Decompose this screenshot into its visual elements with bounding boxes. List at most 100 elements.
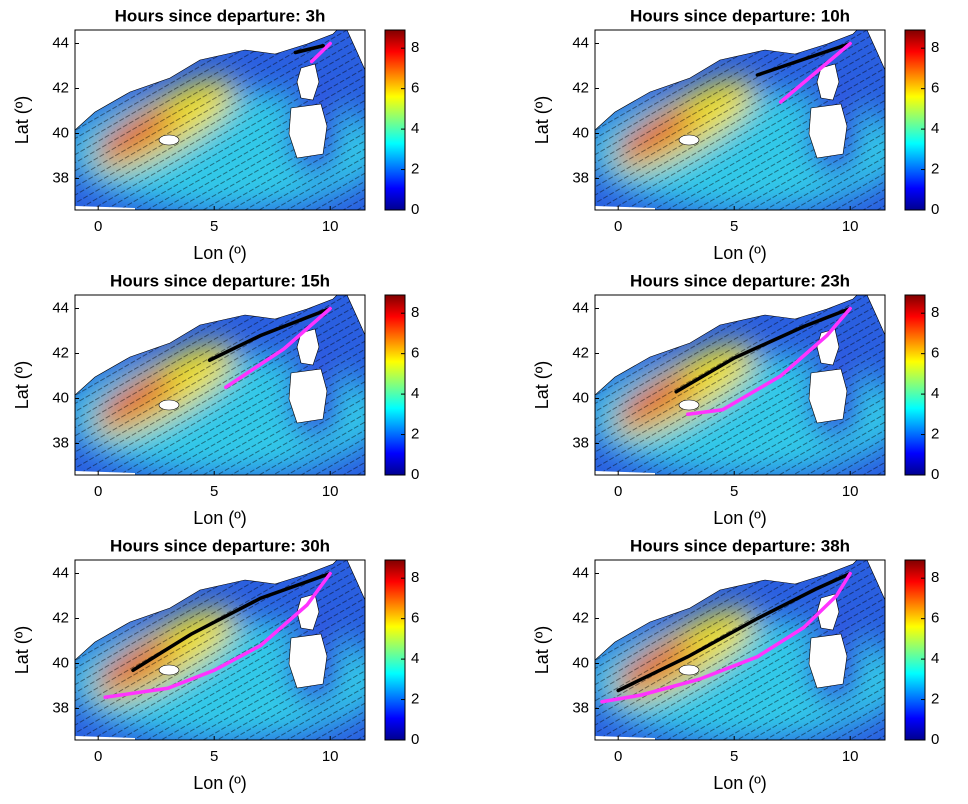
colorbar-tick-label: 8 xyxy=(931,304,939,321)
y-tick-label: 42 xyxy=(52,79,69,96)
x-tick-label: 5 xyxy=(210,748,218,765)
y-tick-label: 40 xyxy=(52,124,69,141)
y-tick-label: 44 xyxy=(52,299,69,316)
x-tick-label: 10 xyxy=(842,483,859,500)
panel: Hours since departure: 10h Lon (º) Lat (º)… xyxy=(532,6,940,262)
x-tick-label: 5 xyxy=(210,218,218,235)
colorbar-tick-label: 8 xyxy=(411,39,419,56)
x-tick-label: 0 xyxy=(94,218,102,235)
colorbar-tick-label: 0 xyxy=(411,731,419,748)
x-axis-label: Lon (º) xyxy=(193,773,247,793)
panel-title: Hours since departure: 10h xyxy=(630,6,850,25)
track xyxy=(293,44,325,55)
x-tick-label: 0 xyxy=(614,748,622,765)
track xyxy=(224,306,332,389)
colorbar-tick-label: 4 xyxy=(931,120,939,137)
wind-field xyxy=(65,295,385,475)
colorbar xyxy=(904,29,926,211)
y-tick-label: 44 xyxy=(52,34,69,51)
y-tick-label: 44 xyxy=(52,564,69,581)
colorbar-tick-label: 8 xyxy=(931,569,939,586)
x-tick-label: 10 xyxy=(322,218,339,235)
y-tick-label: 42 xyxy=(52,344,69,361)
track xyxy=(778,41,852,104)
panel: Hours since departure: 15h Lon (º) Lat (º)… xyxy=(12,271,420,527)
track xyxy=(103,571,332,699)
y-tick-label: 38 xyxy=(52,434,69,451)
axes-frame xyxy=(594,559,886,741)
colorbar xyxy=(904,559,926,741)
panel-title: Hours since departure: 30h xyxy=(110,536,330,555)
colorbar-tick-label: 4 xyxy=(411,120,419,137)
y-tick-label: 38 xyxy=(572,169,589,186)
track xyxy=(131,571,332,672)
colorbar-tick-label: 6 xyxy=(411,80,419,97)
y-tick-label: 40 xyxy=(52,654,69,671)
colorbar-tick-label: 2 xyxy=(411,161,419,178)
x-axis-label: Lon (º) xyxy=(713,508,767,528)
track xyxy=(686,306,852,416)
panel: Hours since departure: 38h Lon (º) Lat (º)… xyxy=(532,536,940,792)
track xyxy=(207,306,332,362)
track xyxy=(755,41,852,77)
x-axis-label: Lon (º) xyxy=(193,243,247,263)
axes-frame xyxy=(74,559,366,741)
y-tick-label: 42 xyxy=(572,79,589,96)
colorbar-tick-label: 6 xyxy=(931,610,939,627)
y-axis-label: Lat (º) xyxy=(532,361,552,410)
colorbar-tick-label: 2 xyxy=(931,426,939,443)
panel-title: Hours since departure: 3h xyxy=(115,6,326,25)
x-tick-label: 5 xyxy=(210,483,218,500)
colorbar-tick-label: 0 xyxy=(931,731,939,748)
x-axis-label: Lon (º) xyxy=(713,773,767,793)
panel-title: Hours since departure: 15h xyxy=(110,271,330,290)
colorbar-tick-label: 8 xyxy=(931,39,939,56)
track xyxy=(600,571,852,704)
x-tick-label: 10 xyxy=(842,218,859,235)
y-tick-label: 38 xyxy=(572,434,589,451)
y-tick-label: 40 xyxy=(52,389,69,406)
x-tick-label: 5 xyxy=(730,748,738,765)
y-tick-label: 44 xyxy=(572,34,589,51)
axes-frame xyxy=(74,29,366,211)
track xyxy=(309,41,332,64)
x-tick-label: 10 xyxy=(842,748,859,765)
axes-frame xyxy=(74,294,366,476)
colorbar-tick-label: 0 xyxy=(931,201,939,218)
y-axis-label: Lat (º) xyxy=(12,361,32,410)
panel: Hours since departure: 30h Lon (º) Lat (º)… xyxy=(12,536,420,792)
track xyxy=(674,306,852,394)
y-axis-label: Lat (º) xyxy=(12,626,32,675)
colorbar xyxy=(384,29,406,211)
colorbar xyxy=(904,294,926,476)
y-tick-label: 42 xyxy=(52,609,69,626)
colorbar-tick-label: 4 xyxy=(931,385,939,402)
y-tick-label: 40 xyxy=(572,124,589,141)
colorbar-tick-label: 2 xyxy=(411,691,419,708)
wind-field xyxy=(585,295,905,475)
x-tick-label: 0 xyxy=(614,483,622,500)
y-tick-label: 40 xyxy=(572,389,589,406)
panel-title: Hours since departure: 23h xyxy=(630,271,850,290)
colorbar-tick-label: 0 xyxy=(931,466,939,483)
track xyxy=(616,571,852,693)
panel: Hours since departure: 3h Lon (º) Lat (º) 0… xyxy=(12,6,420,262)
panel-title: Hours since departure: 38h xyxy=(630,536,850,555)
colorbar-tick-label: 8 xyxy=(411,569,419,586)
x-tick-label: 0 xyxy=(94,483,102,500)
colorbar-tick-label: 8 xyxy=(411,304,419,321)
y-axis-label: Lat (º) xyxy=(12,96,32,145)
y-tick-label: 38 xyxy=(52,169,69,186)
wind-field xyxy=(65,560,385,740)
y-tick-label: 44 xyxy=(572,299,589,316)
x-axis-label: Lon (º) xyxy=(193,508,247,528)
x-tick-label: 5 xyxy=(730,483,738,500)
x-tick-label: 0 xyxy=(614,218,622,235)
y-tick-label: 42 xyxy=(572,344,589,361)
colorbar-tick-label: 2 xyxy=(931,691,939,708)
wind-field xyxy=(585,30,905,210)
colorbar-tick-label: 2 xyxy=(411,426,419,443)
x-tick-label: 5 xyxy=(730,218,738,235)
y-tick-label: 40 xyxy=(572,654,589,671)
